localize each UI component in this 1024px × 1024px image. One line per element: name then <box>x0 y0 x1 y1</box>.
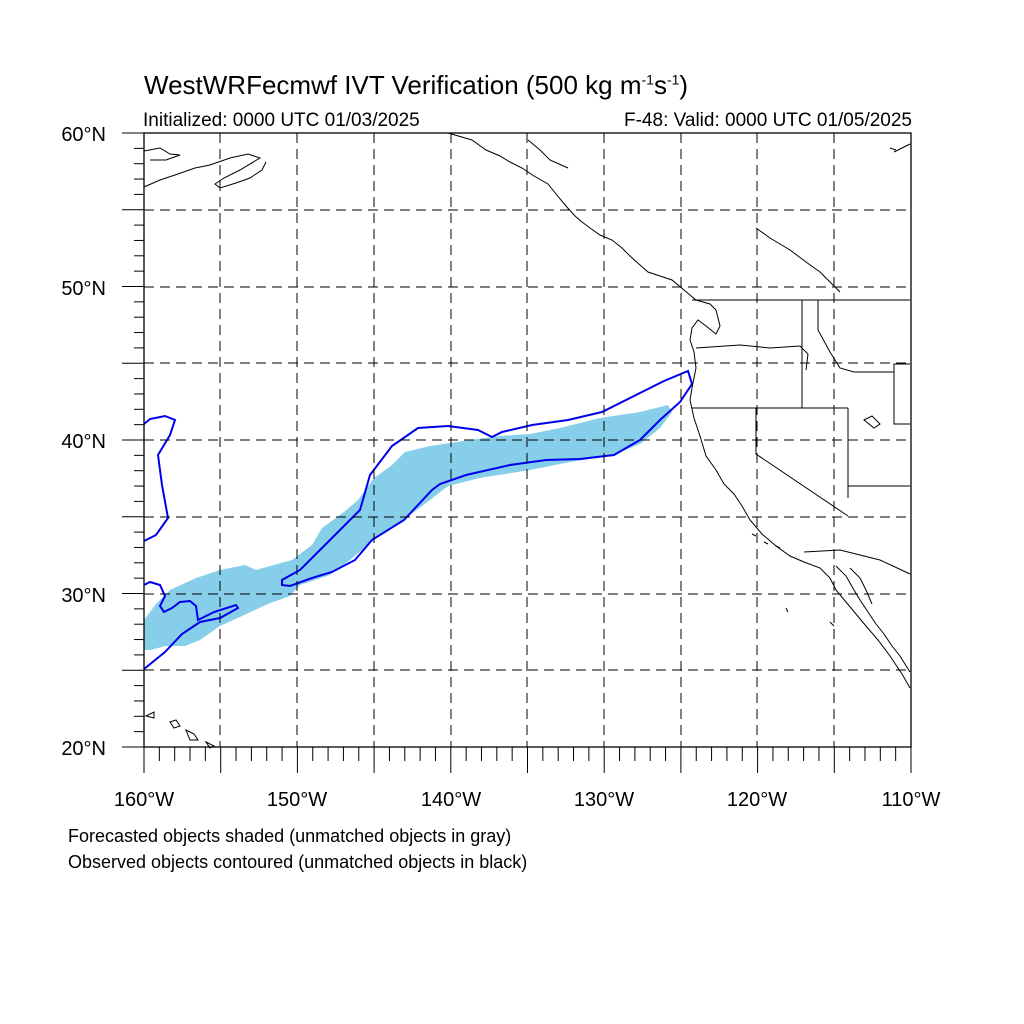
channel-islands <box>751 415 881 627</box>
lon-label: 160°W <box>114 789 174 811</box>
lat-label: 50°N <box>61 278 106 300</box>
observed-west-contour <box>143 414 177 542</box>
northeast-corner <box>889 143 911 153</box>
lat-label: 20°N <box>61 738 106 760</box>
inland-boundaries <box>692 299 911 575</box>
baja-coast <box>835 565 911 673</box>
observed-legend-note: Observed objects contoured (unmatched ob… <box>68 852 528 872</box>
alaska-coast <box>143 147 267 189</box>
observed-main-contour <box>143 369 694 670</box>
lon-axis-labels: 160°W 150°W 140°W 130°W 120°W 110°W <box>114 789 941 811</box>
lon-label: 140°W <box>421 789 481 811</box>
lon-label: 110°W <box>882 789 941 811</box>
hawaii-islands <box>144 711 216 749</box>
map-title: WestWRFecmwf IVT Verification (500 kg m-… <box>144 70 689 100</box>
lat-label: 40°N <box>61 431 106 453</box>
valid-time-label: F-48: Valid: 0000 UTC 01/05/2025 <box>624 110 912 131</box>
initialized-label: Initialized: 0000 UTC 01/03/2025 <box>143 110 420 131</box>
lat-label: 60°N <box>61 124 106 146</box>
lon-label: 150°W <box>267 789 327 811</box>
lon-label: 120°W <box>727 789 787 811</box>
lat-label: 30°N <box>61 585 106 607</box>
coastlines <box>143 132 911 749</box>
lat-axis-labels: 20°N 30°N 40°N 50°N 60°N <box>61 124 106 760</box>
gulf-of-alaska-coast <box>447 132 911 689</box>
forecast-legend-note: Forecasted objects shaded (unmatched obj… <box>68 826 512 846</box>
graticule <box>144 133 911 747</box>
canada-inland-coast <box>527 139 841 293</box>
forecast-object <box>144 405 672 650</box>
lon-label: 130°W <box>574 789 634 811</box>
axis-ticks <box>122 132 912 773</box>
observed-objects <box>143 369 694 670</box>
